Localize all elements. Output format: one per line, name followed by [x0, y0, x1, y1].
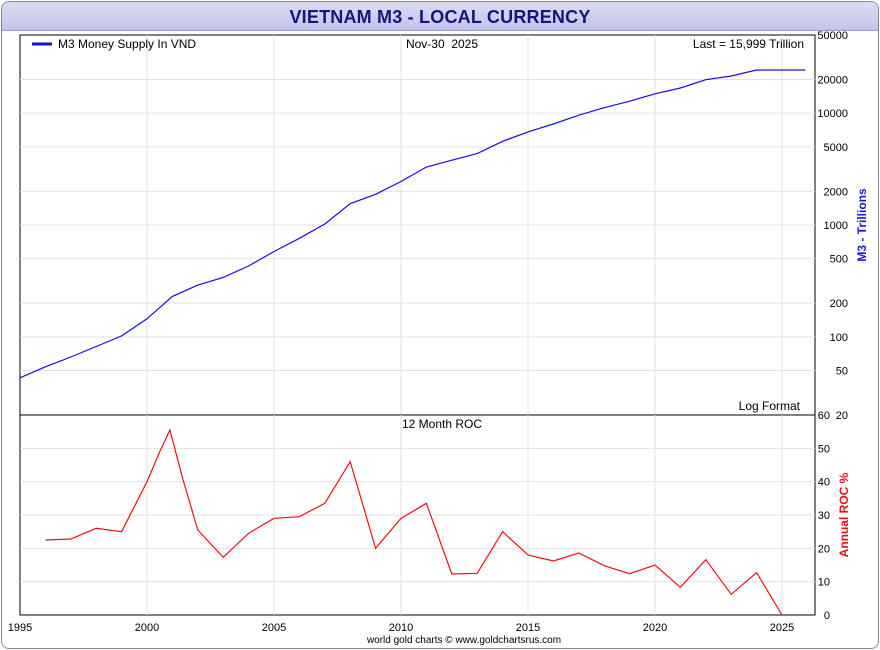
chart-title: VIETNAM M3 - LOCAL CURRENCY: [289, 7, 591, 27]
m3-y-tick-label: 5000: [824, 142, 848, 154]
m3-y-ticks: 50000 20000 10000 5000 2000 1000 500 200 100 50 20: [817, 30, 848, 422]
x-tick-label: 2020: [643, 622, 667, 634]
roc-series-line: [45, 428, 783, 616]
title-bar: VIETNAM M3 - LOCAL CURRENCY: [2, 2, 878, 31]
m3-y-tick-label: 500: [830, 254, 848, 266]
x-tick-label: 2015: [516, 622, 540, 634]
roc-y-tick-label: 20: [818, 543, 830, 555]
m3-y-axis-label: M3 - Trillions: [855, 188, 869, 262]
m3-y-tick-label: 100: [830, 332, 848, 344]
m3-y-tick-label: 50000: [817, 30, 848, 42]
roc-y-tick-label: 30: [818, 510, 830, 522]
roc-panel: 60 50 40 30 20 10 0 12 Month ROC Annual ROC %: [19, 410, 851, 622]
x-tick-label: 2005: [262, 622, 286, 634]
m3-y-tick-label: 20: [836, 410, 848, 422]
roc-y-tick-label: 10: [818, 577, 830, 589]
m3-y-tick-label: 2000: [824, 186, 848, 198]
roc-y-axis-label: Annual ROC %: [837, 472, 851, 557]
roc-y-tick-label: 50: [818, 443, 830, 455]
roc-y-tick-label: 0: [824, 610, 830, 622]
m3-y-tick-label: 1000: [824, 220, 848, 232]
x-tick-label: 1995: [8, 622, 32, 634]
x-axis-ticks: 1995 2000 2005 2010 2015 2020 2025: [8, 622, 794, 634]
m3-y-tick-label: 200: [830, 298, 848, 310]
legend-label: M3 Money Supply In VND: [58, 37, 196, 51]
x-tick-label: 2025: [770, 622, 794, 634]
m3-y-tick-label: 20000: [817, 75, 848, 87]
x-tick-label: 2000: [135, 622, 159, 634]
m3-panel: 50000 20000 10000 5000 2000 1000 500 200 100 50 20…: [19, 30, 869, 422]
last-value-label: Last = 15,999 Trillion: [693, 37, 804, 51]
log-format-label: Log Format: [739, 399, 801, 413]
m3-gridlines: [20, 35, 815, 415]
x-tick-label: 2010: [389, 622, 413, 634]
roc-gridlines: [20, 415, 815, 615]
roc-y-tick-label: 40: [818, 477, 830, 489]
m3-y-tick-label: 10000: [817, 108, 848, 120]
roc-panel-title: 12 Month ROC: [402, 417, 482, 431]
roc-y-ticks: 60 50 40 30 20 10 0: [818, 410, 830, 622]
roc-y-tick-label: 60: [818, 410, 830, 422]
footer-credit: world gold charts © www.goldchartsrus.co…: [366, 635, 561, 646]
m3-y-tick-label: 50: [836, 365, 848, 377]
date-label: Nov-30 2025: [406, 37, 478, 51]
m3-series-line: [19, 69, 806, 379]
